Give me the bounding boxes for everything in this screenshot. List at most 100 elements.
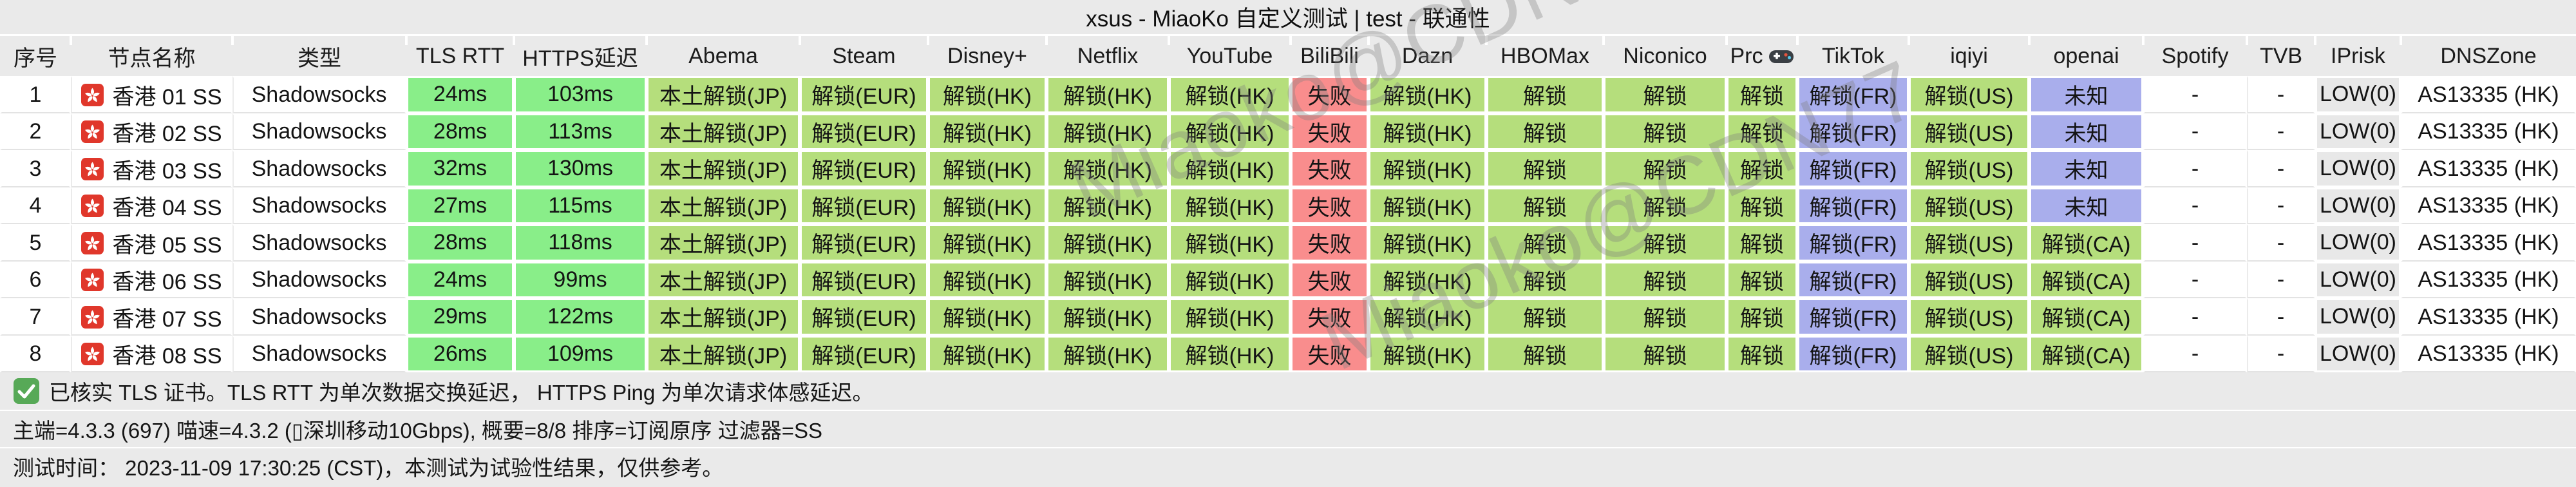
ip-risk-cell-label: LOW(0) <box>2320 304 2396 329</box>
tls-rtt-cell: 32ms <box>406 150 514 187</box>
service-cell-steam: 解锁(EUR) <box>800 187 928 224</box>
column-header-spotify: Spotify <box>2142 36 2247 76</box>
service-cell-hbomax-label: 解锁 <box>1523 84 1567 110</box>
service-cell-netflix: 解锁(HK) <box>1046 335 1169 372</box>
service-cell-netflix: 解锁(HK) <box>1046 150 1169 187</box>
service-cell-steam-label: 解锁(EUR) <box>811 84 916 110</box>
column-header-tiktok-label: TikTok <box>1822 43 1884 68</box>
tls-rtt-cell: 29ms <box>406 298 514 336</box>
service-cell-bilibili-label: 失败 <box>1307 84 1352 110</box>
ip-risk-cell: LOW(0) <box>2315 224 2401 262</box>
service-cell-tiktok-label: 解锁(FR) <box>1809 84 1897 110</box>
dns-zone-cell: AS13335 (HK) <box>2401 335 2576 372</box>
service-cell-iqiyi: 解锁(US) <box>1909 187 2029 224</box>
service-cell-niconico-label: 解锁 <box>1643 269 1687 294</box>
service-cell-netflix-label: 解锁(HK) <box>1063 307 1152 332</box>
service-cell-bilibili: 失败 <box>1291 335 1368 372</box>
service-cell-hbomax: 解锁 <box>1486 76 1604 113</box>
service-cell-disney-label: 解锁(HK) <box>943 343 1032 368</box>
ip-risk-cell: LOW(0) <box>2315 261 2401 298</box>
https-delay-cell: 103ms <box>514 76 647 113</box>
service-cell-niconico: 解锁 <box>1604 298 1727 336</box>
service-cell-abema: 本土解锁(JP) <box>647 113 800 150</box>
service-cell-dazn-label: 解锁(HK) <box>1383 195 1472 220</box>
service-cell-netflix-label: 解锁(HK) <box>1063 269 1152 294</box>
service-cell-spotify-label: - <box>2191 156 2199 181</box>
service-cell-prc-label: 解锁 <box>1740 121 1784 146</box>
service-cell-youtube: 解锁(HK) <box>1169 187 1291 224</box>
service-cell-tvb: - <box>2247 150 2315 187</box>
https-delay-cell: 118ms <box>514 224 647 262</box>
service-cell-hbomax-label: 解锁 <box>1523 233 1567 258</box>
service-cell-dazn: 解锁(HK) <box>1368 261 1486 298</box>
service-cell-tvb: - <box>2247 113 2315 150</box>
service-cell-hbomax: 解锁 <box>1486 298 1604 336</box>
service-cell-niconico: 解锁 <box>1604 224 1727 262</box>
column-header-openai-label: openai <box>2053 43 2119 68</box>
service-cell-dazn-label: 解锁(HK) <box>1383 233 1472 258</box>
https-delay-cell-label: 122ms <box>547 304 614 329</box>
service-cell-steam: 解锁(EUR) <box>800 298 928 336</box>
service-cell-tvb-label: - <box>2277 82 2285 107</box>
service-cell-tiktok: 解锁(FR) <box>1797 187 1909 224</box>
https-delay-cell-label: 115ms <box>548 193 612 218</box>
service-cell-steam-label: 解锁(EUR) <box>811 121 916 146</box>
column-header-spotify-label: Spotify <box>2161 43 2229 68</box>
table-row: 8 香港 08 SS Shadowsocks 26ms 109ms 本土解锁(JP) 解锁(… <box>0 335 2576 372</box>
service-cell-dazn-label: 解锁(HK) <box>1383 343 1472 368</box>
https-delay-cell: 115ms <box>514 187 647 224</box>
hk-flag-icon <box>80 342 104 366</box>
service-cell-dazn-label: 解锁(HK) <box>1383 121 1472 146</box>
dns-zone-cell-label: AS13335 (HK) <box>2418 304 2559 329</box>
node-type-label: Shadowsocks <box>251 193 387 218</box>
node-name-cell: 香港 08 SS <box>71 335 232 372</box>
node-type: Shadowsocks <box>232 224 406 262</box>
service-cell-dazn: 解锁(HK) <box>1368 76 1486 113</box>
service-cell-youtube: 解锁(HK) <box>1169 261 1291 298</box>
service-cell-iqiyi: 解锁(US) <box>1909 224 2029 262</box>
service-cell-iqiyi-label: 解锁(US) <box>1924 233 2014 258</box>
service-cell-abema: 本土解锁(JP) <box>647 187 800 224</box>
service-cell-netflix-label: 解锁(HK) <box>1063 158 1152 184</box>
service-cell-bilibili-label: 失败 <box>1307 307 1352 332</box>
row-number-label: 7 <box>29 304 42 329</box>
column-header-steam: Steam <box>799 36 928 76</box>
service-cell-tiktok: 解锁(FR) <box>1797 298 1909 336</box>
table-row: 3 香港 03 SS Shadowsocks 32ms 130ms 本土解锁(JP) 解锁(… <box>0 150 2576 187</box>
service-cell-openai: 解锁(CA) <box>2029 261 2143 298</box>
column-header--: 序号 <box>0 36 71 76</box>
node-type-label: Shadowsocks <box>251 304 387 329</box>
column-header---label: 类型 <box>298 46 341 71</box>
node-type-label: Shadowsocks <box>251 156 387 181</box>
service-cell-youtube-label: 解锁(HK) <box>1185 195 1274 220</box>
service-cell-dazn: 解锁(HK) <box>1368 298 1486 336</box>
service-cell-tvb: - <box>2247 298 2315 336</box>
column-header-dazn-label: Dazn <box>1401 43 1454 68</box>
service-cell-steam-label: 解锁(EUR) <box>811 343 916 368</box>
ip-risk-cell: LOW(0) <box>2315 113 2401 150</box>
service-cell-spotify: - <box>2143 113 2247 150</box>
service-cell-tvb-label: - <box>2277 156 2285 181</box>
table-row: 1 香港 01 SS Shadowsocks 24ms 103ms 本土解锁(JP) 解锁(… <box>0 76 2576 113</box>
service-cell-openai-label: 解锁(CA) <box>2041 269 2131 294</box>
service-cell-steam-label: 解锁(EUR) <box>811 307 916 332</box>
node-type: Shadowsocks <box>232 335 406 372</box>
service-cell-spotify: - <box>2143 150 2247 187</box>
service-cell-tiktok: 解锁(FR) <box>1797 113 1909 150</box>
dns-zone-cell-label: AS13335 (HK) <box>2418 156 2559 181</box>
node-name: 香港 07 SS <box>112 307 222 332</box>
node-name-cell: 香港 07 SS <box>71 298 232 336</box>
row-number-label: 2 <box>29 119 42 144</box>
service-cell-tvb: - <box>2247 261 2315 298</box>
tls-rtt-cell-label: 29ms <box>433 304 488 329</box>
service-cell-tiktok: 解锁(FR) <box>1797 261 1909 298</box>
service-cell-steam: 解锁(EUR) <box>800 76 928 113</box>
service-cell-netflix-label: 解锁(HK) <box>1063 195 1152 220</box>
tls-rtt-cell-label: 24ms <box>433 82 488 107</box>
service-cell-dazn-label: 解锁(HK) <box>1383 307 1472 332</box>
service-cell-abema: 本土解锁(JP) <box>647 298 800 336</box>
service-cell-spotify-label: - <box>2191 119 2199 144</box>
service-cell-abema-label: 本土解锁(JP) <box>659 84 788 110</box>
note-timestamp: 测试时间： 2023-11-09 17:30:25 (CST)，本测试为试验性结… <box>0 447 2576 484</box>
service-cell-steam-label: 解锁(EUR) <box>811 195 916 220</box>
